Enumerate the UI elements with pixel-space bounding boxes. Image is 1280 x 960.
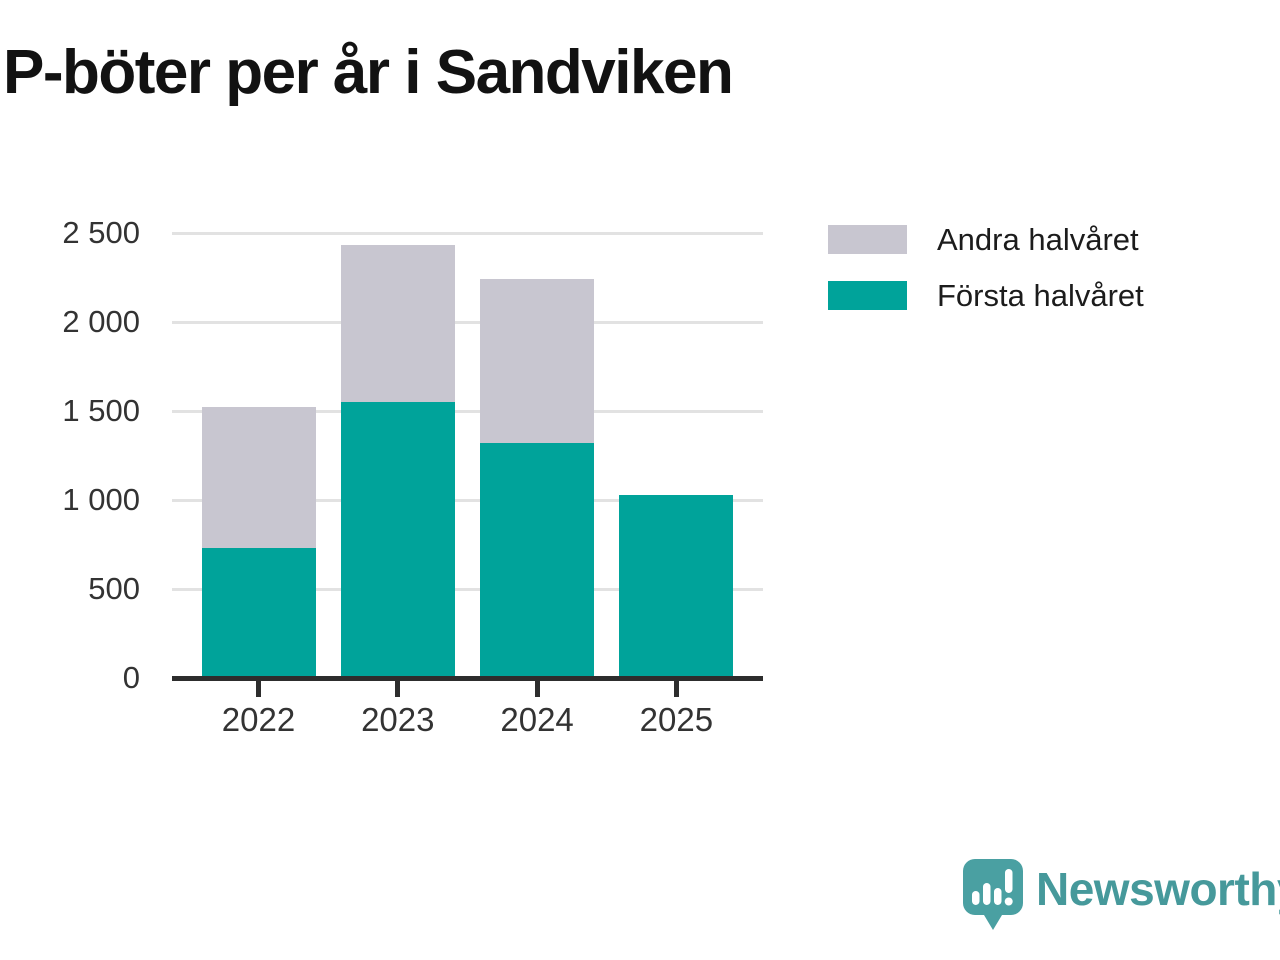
y-tick-label-2000: 2 000 <box>62 304 140 339</box>
legend-swatch-second-half <box>828 225 907 254</box>
bar-2023-second-half <box>340 245 455 403</box>
y-tick-label-1000: 1 000 <box>62 482 140 517</box>
y-tick-label-500: 500 <box>88 571 140 606</box>
newsworthy-wordmark: Newsworthy <box>1036 863 1280 915</box>
x-tick-label-2024: 2024 <box>500 701 574 738</box>
gridline-2500 <box>172 232 763 235</box>
bar-2024-second-half <box>480 279 595 444</box>
x-tick-2024 <box>534 681 540 697</box>
y-tick-label-2500: 2 500 <box>62 215 140 250</box>
legend-label: Andra halvåret <box>937 221 1139 257</box>
x-tick-label-2023: 2023 <box>361 701 435 738</box>
bar-2023-first-half <box>340 402 455 678</box>
x-tick-2025 <box>673 681 679 697</box>
x-tick-2022 <box>256 681 261 697</box>
legend-swatch-first-half <box>828 281 907 310</box>
bar-2022-second-half <box>201 407 316 549</box>
bar-2022-first-half <box>201 548 316 678</box>
plot-area <box>172 232 763 678</box>
newsworthy-branding: Newsworthy <box>962 858 1280 932</box>
y-tick-label-0: 0 <box>122 660 140 695</box>
x-tick-label-2025: 2025 <box>639 701 714 738</box>
chart-title: P-böter per år i Sandviken <box>3 38 734 107</box>
x-tick-label-2022: 2022 <box>221 701 296 738</box>
legend-label: Första halvåret <box>937 277 1144 313</box>
y-tick-label-1500: 1 500 <box>62 393 140 428</box>
gridline-1000 <box>172 499 763 502</box>
gridline-1500 <box>172 410 763 413</box>
bar-2024-first-half <box>480 443 595 678</box>
x-axis-line <box>172 676 763 681</box>
bar-2025-first-half <box>619 494 734 678</box>
x-tick-2023 <box>395 681 401 697</box>
legend-item-forsta-halvaret: Första halvåret <box>828 278 1144 313</box>
gridline-2000 <box>172 321 763 324</box>
legend-item-andra-halvaret: Andra halvåret <box>828 222 1144 257</box>
bar-chart-speech-bubble-icon <box>963 859 1023 930</box>
legend: Andra halvåret Första halvåret <box>828 222 1144 337</box>
gridline-500 <box>172 588 763 591</box>
